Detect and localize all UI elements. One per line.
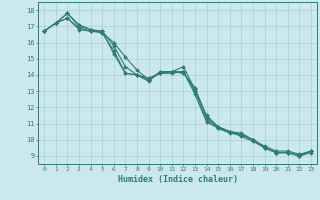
- X-axis label: Humidex (Indice chaleur): Humidex (Indice chaleur): [118, 175, 238, 184]
